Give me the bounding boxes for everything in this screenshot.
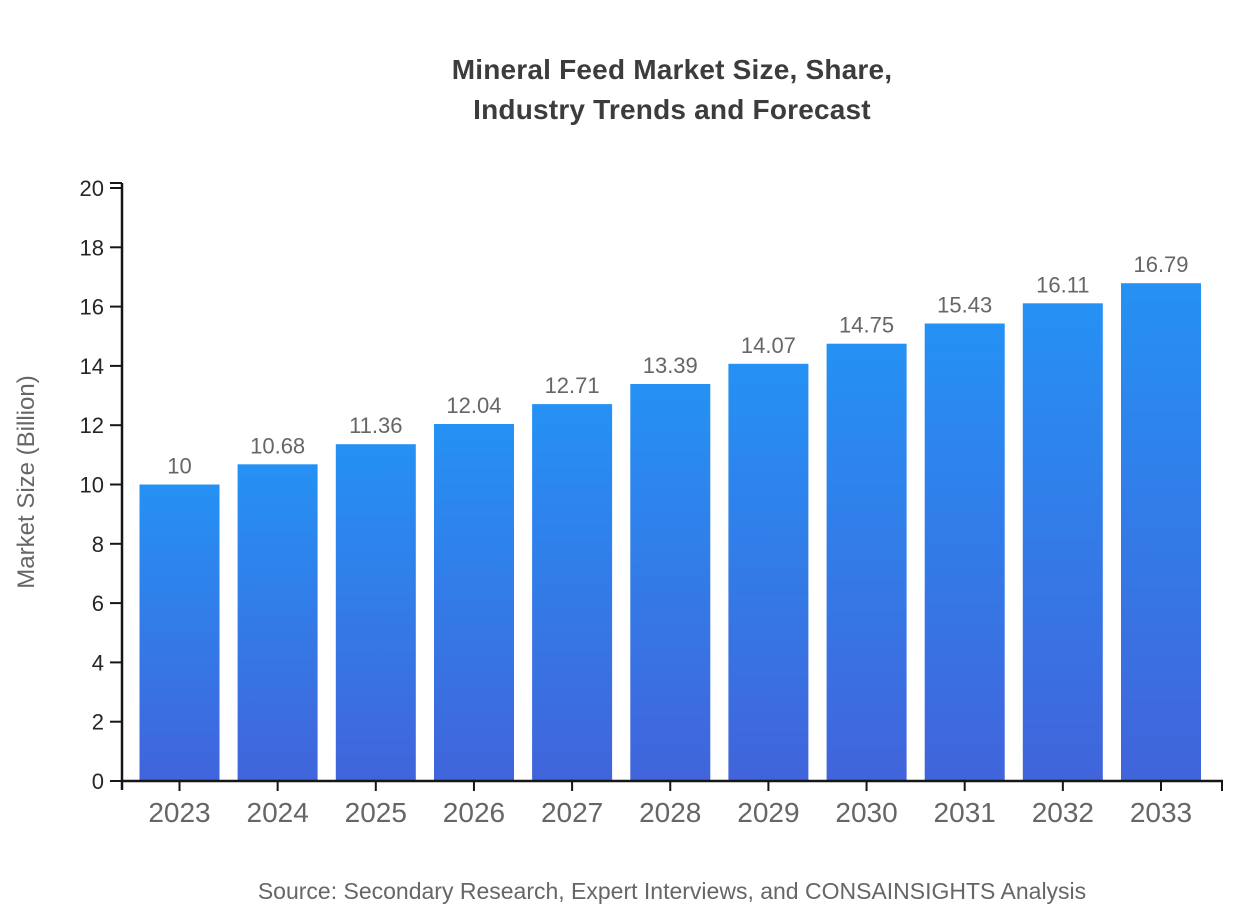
x-tick-label-2030: 2030 — [835, 797, 897, 828]
x-tick-label-2023: 2023 — [148, 797, 210, 828]
value-label-2025: 11.36 — [349, 413, 402, 438]
bar-2023 — [139, 484, 220, 781]
value-label-2033: 16.79 — [1133, 252, 1188, 277]
chart-title-line2: Industry Trends and Forecast — [473, 94, 871, 125]
x-tick-label-2029: 2029 — [737, 797, 799, 828]
bar-2029 — [728, 363, 809, 781]
x-tick-label-2033: 2033 — [1130, 797, 1192, 828]
bar-2027 — [532, 404, 613, 781]
y-tick-label-14: 14 — [80, 354, 104, 379]
y-tick-label-6: 6 — [92, 591, 104, 616]
chart-title-line1: Mineral Feed Market Size, Share, — [451, 54, 893, 85]
bar-2025 — [335, 444, 416, 781]
x-tick-label-2027: 2027 — [541, 797, 603, 828]
value-label-2030: 14.75 — [839, 313, 894, 338]
bar-2028 — [630, 384, 711, 781]
y-tick-label-10: 10 — [80, 473, 104, 498]
chart-title: Mineral Feed Market Size, Share, Industr… — [84, 50, 1260, 130]
value-label-2028: 13.39 — [643, 353, 698, 378]
value-label-2027: 12.71 — [545, 373, 600, 398]
x-tick-label-2024: 2024 — [247, 797, 309, 828]
bar-2032 — [1022, 303, 1103, 781]
y-tick-label-2: 2 — [92, 710, 104, 735]
y-tick-label-20: 20 — [80, 176, 104, 201]
bar-2026 — [434, 424, 514, 781]
x-tick-label-2031: 2031 — [934, 797, 996, 828]
x-tick-label-2028: 2028 — [639, 797, 701, 828]
value-label-2031: 15.43 — [937, 293, 992, 318]
y-tick-label-4: 4 — [92, 650, 104, 675]
bar-2031 — [924, 323, 1005, 781]
y-tick-label-18: 18 — [80, 235, 104, 260]
bar-2024 — [237, 464, 318, 781]
x-tick-label-2026: 2026 — [443, 797, 505, 828]
bars: 10 2023 10.68 2024 11.36 2025 12.04 2026 12.71 20… — [139, 252, 1201, 828]
bar-2030 — [826, 343, 907, 781]
y-tick-label-12: 12 — [80, 413, 104, 438]
x-tick-label-2025: 2025 — [345, 797, 407, 828]
y-tick-label-8: 8 — [92, 532, 104, 557]
y-tick-label-0: 0 — [92, 769, 104, 794]
y-axis: 0 2 4 6 8 10 12 14 16 18 20 — [80, 176, 1223, 794]
value-label-2032: 16.11 — [1036, 272, 1089, 297]
x-tick-label-2032: 2032 — [1032, 797, 1094, 828]
value-label-2023: 10 — [167, 454, 191, 479]
source-note: Source: Secondary Research, Expert Inter… — [257, 878, 1087, 904]
value-label-2029: 14.07 — [741, 333, 796, 358]
value-label-2024: 10.68 — [250, 433, 305, 458]
y-tick-label-16: 16 — [80, 295, 104, 320]
bar-2033 — [1121, 283, 1201, 781]
value-label-2026: 12.04 — [446, 393, 501, 418]
y-axis-title: Market Size (Billion) — [13, 375, 40, 588]
